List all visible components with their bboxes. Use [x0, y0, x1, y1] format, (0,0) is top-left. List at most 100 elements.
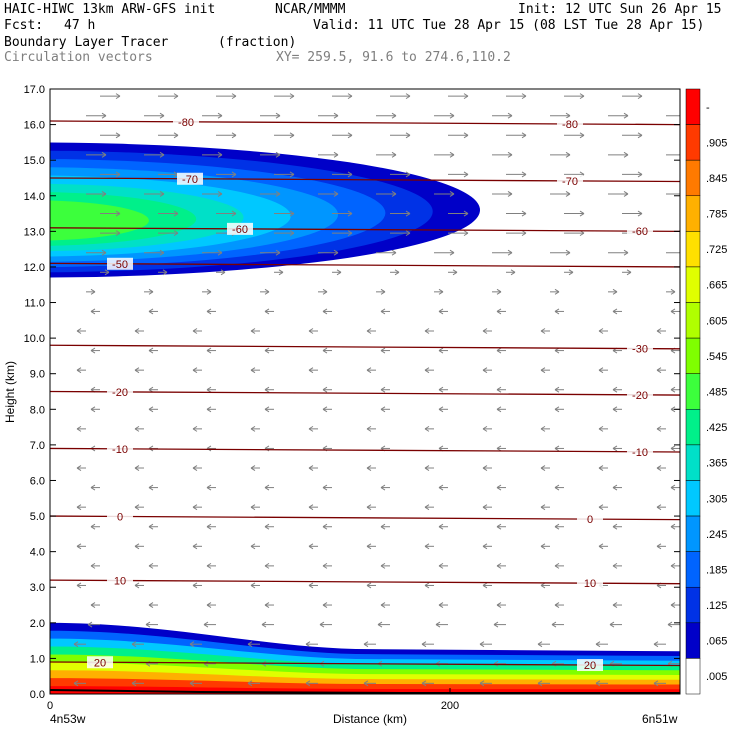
wind-vector-head	[670, 308, 676, 315]
wind-vector-head	[101, 191, 107, 197]
wind-vector-head	[449, 249, 455, 256]
wind-vector-head	[598, 465, 604, 471]
wind-vector-head	[319, 621, 325, 628]
wind-vector-head	[438, 484, 444, 491]
wind-vector-head	[482, 367, 488, 374]
wind-vector-head	[247, 680, 253, 687]
wind-vector-head	[612, 386, 618, 393]
isotherm-line	[50, 515, 680, 521]
wind-vector-head	[264, 523, 270, 530]
wind-vector-head	[670, 602, 676, 608]
colorbar-segment	[685, 444, 701, 481]
wind-vector-head	[90, 562, 96, 569]
wind-vector-head	[612, 484, 618, 491]
wind-vector-head	[537, 680, 543, 687]
wind-vector-head	[148, 484, 154, 491]
isotherm-label-bg	[557, 174, 583, 187]
wind-vector-head	[521, 132, 527, 139]
wind-vector-head	[424, 582, 430, 589]
wind-vector-head	[363, 680, 369, 687]
colorbar-label: .845	[706, 173, 727, 185]
isotherm-line	[50, 390, 680, 396]
valid-time: Valid: 11 UTC Tue 28 Apr 15 (08 LST Tue …	[313, 18, 705, 33]
field-name: Boundary Layer Tracer	[4, 35, 169, 50]
wind-vector-head	[250, 543, 256, 550]
wind-vector-head	[394, 269, 400, 276]
isotherm-label-bg	[87, 656, 113, 669]
wind-vector-head	[366, 367, 372, 374]
wind-vector-head	[540, 543, 546, 550]
wind-vector-head	[305, 641, 311, 648]
wind-vector-head	[264, 288, 270, 295]
x-end-label: 6n51w	[642, 712, 678, 726]
wind-vector-head	[217, 112, 223, 119]
wind-vector-head	[134, 543, 140, 550]
wind-vector-head	[173, 230, 179, 237]
wind-vector-head	[424, 543, 430, 550]
y-tick-label: 11.0	[24, 298, 45, 310]
wind-vector-head	[189, 680, 195, 687]
isotherm-label-bg	[227, 222, 253, 235]
wind-vector-head	[623, 249, 629, 256]
isotherm-label: -20	[112, 387, 128, 399]
wind-vector-head	[322, 308, 328, 315]
wind-vector-head	[308, 543, 314, 550]
wind-vector-head	[264, 308, 270, 315]
wind-vector-head	[366, 328, 372, 334]
colorbar-segment	[685, 159, 701, 197]
isotherm-label: 10	[584, 578, 596, 590]
isotherm-line	[50, 579, 680, 585]
wind-vector-head	[159, 249, 165, 256]
wind-vector-head	[189, 641, 195, 648]
wind-vector-head	[115, 230, 121, 237]
wind-vector-head	[479, 641, 485, 648]
wind-vector-head	[598, 543, 604, 550]
wind-vector-head	[656, 543, 662, 550]
wind-vector-head	[333, 191, 339, 197]
wind-vector-head	[682, 113, 686, 118]
wind-vector-head	[203, 621, 209, 628]
wind-vector-head	[623, 151, 629, 158]
wind-vector-head	[438, 406, 444, 413]
isotherm-label: -70	[562, 176, 578, 188]
colorbar-segment	[685, 373, 701, 410]
isotherm-label: -10	[632, 447, 648, 459]
wind-vector-head	[670, 406, 676, 413]
colorbar-label: .005	[706, 671, 727, 683]
wind-vector-head	[90, 484, 96, 491]
wind-vector-head	[148, 523, 154, 530]
wind-vector-head	[289, 230, 295, 237]
wind-vector-head	[322, 288, 328, 295]
wind-vector-head	[623, 191, 629, 197]
wind-vector-head	[449, 191, 455, 197]
wind-vector-head	[554, 308, 560, 315]
colorbar-label: .185	[706, 564, 727, 576]
wind-vector-head	[148, 406, 154, 413]
wind-vector-head	[667, 621, 673, 628]
wind-vector-head	[424, 425, 430, 432]
wind-vector-head	[463, 132, 469, 139]
colorbar-segment	[685, 658, 701, 695]
y-tick-label: 7.0	[30, 440, 45, 452]
wind-vector-head	[333, 151, 339, 158]
colorbar-segment	[685, 88, 701, 125]
wind-vector-head	[347, 230, 353, 237]
wind-vector-head	[73, 680, 79, 687]
colorbar-segment	[685, 515, 701, 552]
wind-vector-head	[565, 249, 571, 256]
run-title: HAIC-HIWC 13km ARW-GFS init	[4, 2, 216, 17]
wind-vector-head	[278, 269, 284, 276]
colorbar-segment	[685, 195, 701, 232]
wind-vector-head	[424, 465, 430, 471]
wind-vector-head	[264, 484, 270, 491]
wind-vector-head	[496, 347, 502, 354]
wind-vector-head	[670, 445, 676, 452]
wind-vector-head	[391, 151, 397, 158]
wind-vector-head	[540, 425, 546, 432]
wind-vector-head	[682, 152, 686, 157]
wind-vector-head	[347, 171, 353, 178]
wind-vector-head	[90, 308, 96, 315]
wind-vector-head	[424, 367, 430, 374]
isotherm-label: 10	[114, 576, 126, 588]
wind-vector-head	[322, 562, 328, 569]
